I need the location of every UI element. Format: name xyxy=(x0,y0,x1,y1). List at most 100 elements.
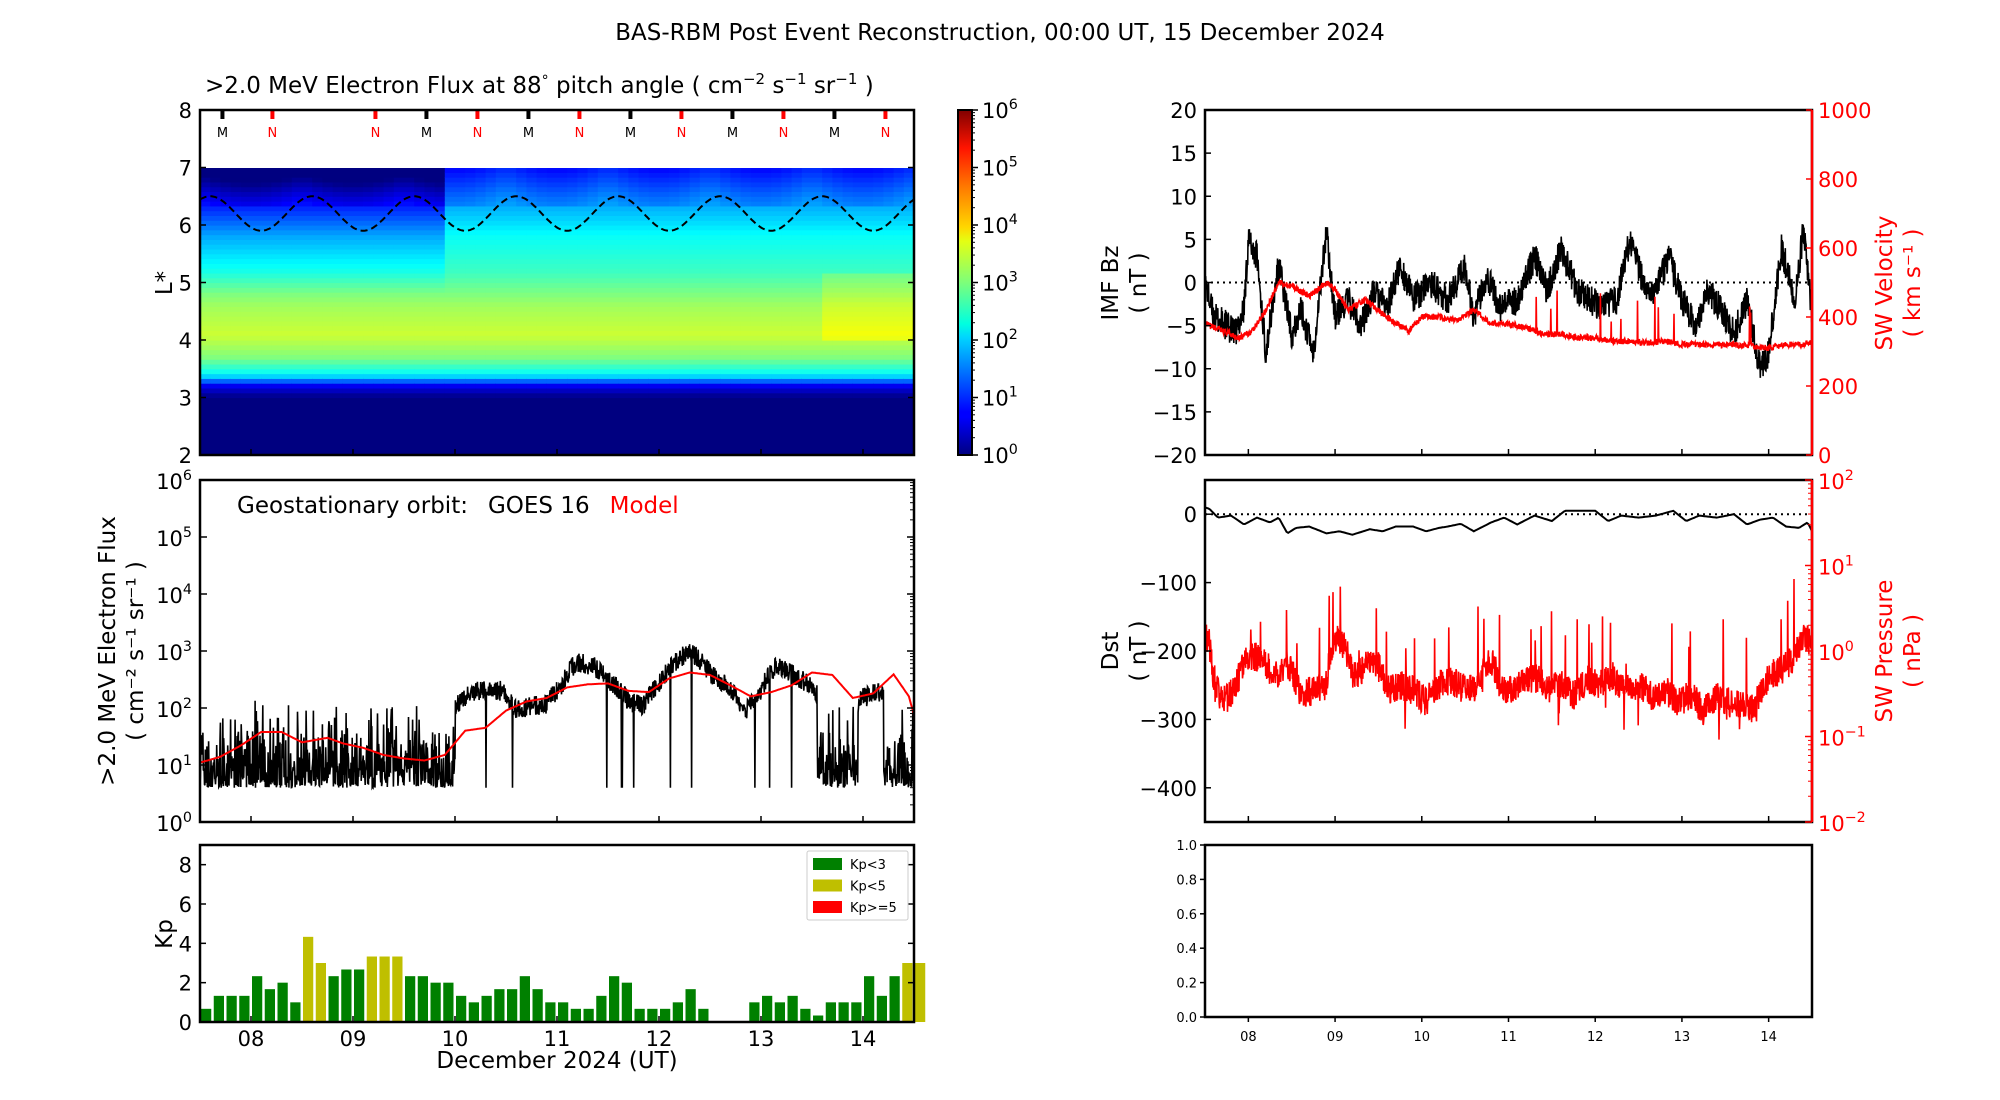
heatmap-cell xyxy=(557,287,568,293)
heatmap-cell xyxy=(618,359,629,365)
heatmap-cell xyxy=(404,277,415,284)
heatmap-cell xyxy=(536,354,548,360)
heatmap-cell xyxy=(597,268,609,274)
heatmap-cell xyxy=(332,191,344,197)
heatmap-cell xyxy=(536,435,548,442)
heatmap-cell xyxy=(536,215,548,221)
heatmap-cell xyxy=(812,239,823,245)
heatmap-cell xyxy=(750,277,762,284)
heatmap-cell xyxy=(699,277,711,284)
heatmap-cell xyxy=(536,426,548,432)
heatmap-cell xyxy=(893,296,905,303)
heatmap-cell xyxy=(761,277,772,284)
heatmap-cell xyxy=(332,431,344,437)
heatmap-cell xyxy=(281,316,293,322)
heatmap-cell xyxy=(750,421,762,427)
heatmap-cell xyxy=(710,344,721,351)
heatmap-cell xyxy=(281,244,293,250)
heatmap-cell xyxy=(873,191,884,197)
heatmap-cell xyxy=(475,225,487,231)
heatmap-cell xyxy=(740,325,752,332)
heatmap-cell xyxy=(597,378,609,384)
heatmap-cell xyxy=(251,344,262,351)
heatmap-cell xyxy=(526,392,538,399)
heatmap-cell xyxy=(863,292,874,298)
heatmap-cell xyxy=(393,373,405,379)
kp-xlabel: December 2024 (UT) xyxy=(436,1048,677,1074)
heatmap-cell xyxy=(281,229,293,236)
heatmap-cell xyxy=(842,349,854,355)
heatmap-cell xyxy=(220,215,232,221)
heatmap-cell xyxy=(200,320,211,327)
heatmap-cell xyxy=(291,186,303,193)
heatmap-cell xyxy=(863,306,874,312)
heatmap-cell xyxy=(455,335,466,341)
heatmap-cell xyxy=(546,306,558,312)
heatmap-cell xyxy=(842,172,854,178)
heatmap-cell xyxy=(679,306,691,312)
heatmap-cell xyxy=(832,253,844,260)
heatmap-cell xyxy=(852,186,864,193)
heatmap-cell xyxy=(903,253,914,260)
heatmap-cell xyxy=(628,186,640,193)
heatmap-cell xyxy=(342,191,354,197)
heatmap-cell xyxy=(444,225,456,231)
heatmap-cell xyxy=(332,201,344,207)
heatmap-cell xyxy=(220,282,232,288)
heatmap-cell xyxy=(404,411,415,418)
heatmap-cell xyxy=(322,268,334,274)
heatmap-cell xyxy=(720,411,731,418)
heatmap-cell xyxy=(424,306,436,312)
heatmap-cell xyxy=(516,177,527,183)
heatmap-cell xyxy=(424,344,436,351)
heatmap-cell xyxy=(761,234,772,240)
heatmap-cell xyxy=(536,244,548,250)
heatmap-cell xyxy=(557,272,568,279)
heatmap-cell xyxy=(781,301,793,308)
heatmap-cell xyxy=(302,272,313,279)
heatmap-cell xyxy=(383,253,395,260)
heatmap-cell xyxy=(832,354,844,360)
heatmap-cell xyxy=(271,248,283,255)
heatmap-cell xyxy=(291,383,303,389)
heatmap-cell xyxy=(506,320,517,327)
heatmap-cell xyxy=(353,191,364,197)
heatmap-cell xyxy=(526,335,538,341)
heatmap-cell xyxy=(883,373,895,379)
heatmap-cell xyxy=(536,368,548,375)
heatmap-cell xyxy=(383,168,395,173)
heatmap-cell xyxy=(801,373,813,379)
heatmap-cell xyxy=(465,282,476,288)
heatmap-cell xyxy=(506,201,517,207)
heatmap-cell xyxy=(689,244,701,250)
heatmap-cell xyxy=(618,292,629,298)
heatmap-cell xyxy=(332,301,344,308)
heatmap-cell xyxy=(271,397,283,403)
heatmap-cell xyxy=(516,383,527,389)
heatmap-cell xyxy=(648,268,660,274)
heatmap-cell xyxy=(312,407,323,413)
heatmap-cell xyxy=(414,311,425,317)
heatmap-cell xyxy=(414,363,425,370)
heatmap-cell xyxy=(230,435,242,442)
heatmap-cell xyxy=(475,349,487,355)
heatmap-cell xyxy=(240,311,252,317)
heatmap-cell xyxy=(648,344,660,351)
heatmap-cell xyxy=(322,248,334,255)
heatmap-cell xyxy=(812,205,823,212)
kp-bar xyxy=(583,1008,594,1022)
heatmap-cell xyxy=(557,234,568,240)
heatmap-cell xyxy=(628,292,640,298)
heatmap-cell xyxy=(883,272,895,279)
heatmap-cell xyxy=(220,397,232,403)
heatmap-cell xyxy=(220,181,232,188)
heatmap-cell xyxy=(210,445,221,451)
heatmap-cell xyxy=(699,445,711,451)
heatmap-cell xyxy=(291,330,303,336)
heatmap-cell xyxy=(863,383,874,389)
heatmap-cell xyxy=(353,186,364,193)
heatmap-cell xyxy=(506,426,517,432)
heatmap-cell xyxy=(832,205,844,212)
heatmap-cell xyxy=(730,340,742,346)
heatmap-cell xyxy=(699,268,711,274)
